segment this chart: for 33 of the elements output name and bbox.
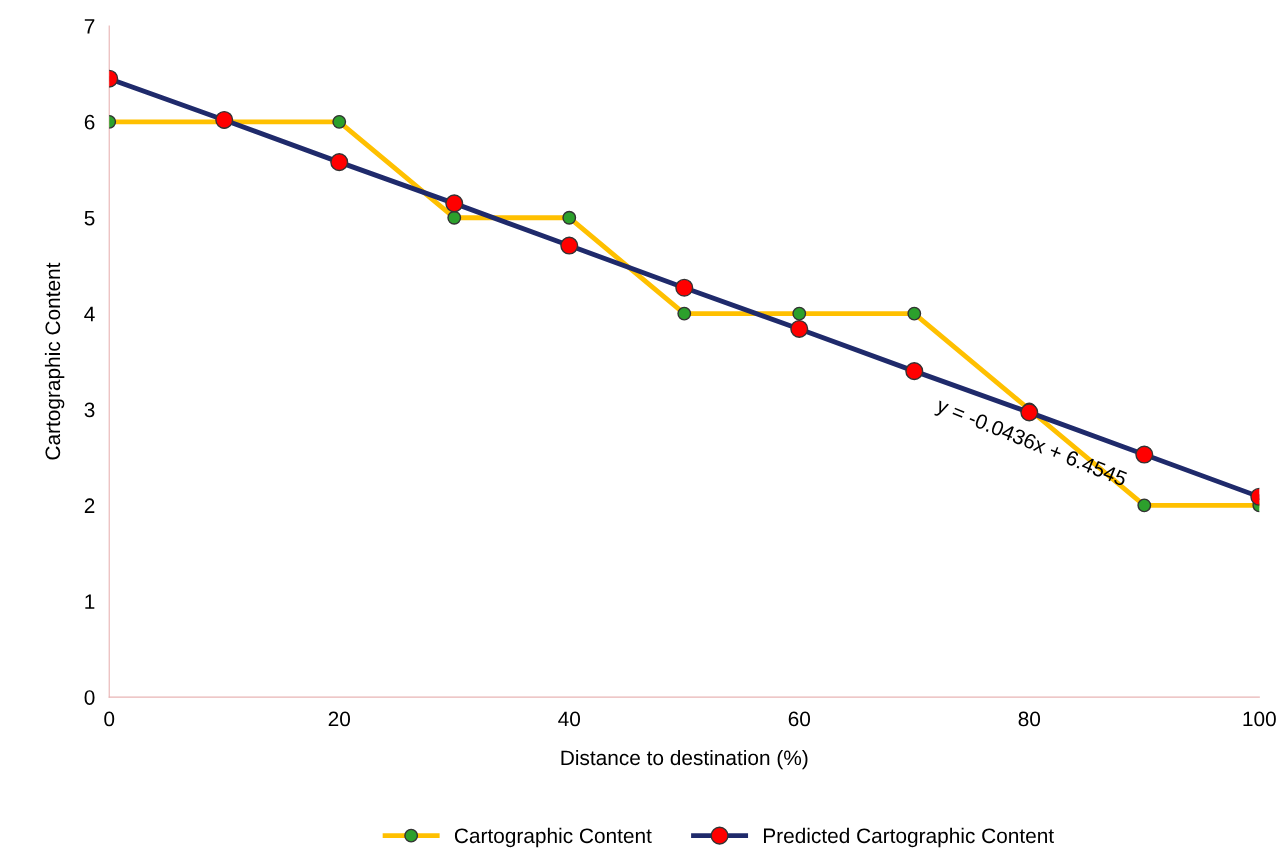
y-tick-label: 7 xyxy=(84,19,95,34)
point xyxy=(445,194,464,213)
y-tick-label: 6 xyxy=(84,114,95,130)
legend-label: Predicted Cartographic Content xyxy=(763,827,1054,848)
point xyxy=(562,210,577,225)
point xyxy=(905,362,924,381)
point xyxy=(675,278,694,297)
x-axis-title: Distance to destination (%) xyxy=(561,749,808,770)
y-tick-label: 3 xyxy=(84,402,95,418)
point xyxy=(330,153,349,172)
y-tick-label: 0 xyxy=(84,690,95,705)
x-tick-label: 100 xyxy=(1243,711,1276,727)
point xyxy=(560,236,579,255)
point xyxy=(792,306,807,321)
point xyxy=(332,114,347,129)
legend-label: Cartographic Content xyxy=(454,827,652,848)
point xyxy=(215,110,234,129)
x-tick-label: 80 xyxy=(1018,711,1041,727)
point xyxy=(790,319,809,338)
x-tick-label: 60 xyxy=(788,711,811,727)
point xyxy=(447,210,462,225)
x-tick-label: 40 xyxy=(558,711,581,727)
y-tick-label: 1 xyxy=(85,594,95,609)
point xyxy=(677,306,692,321)
point xyxy=(1137,498,1152,513)
y-tick-label: 2 xyxy=(84,498,95,513)
y-tick-label: 5 xyxy=(84,210,95,226)
y-tick-label: 4 xyxy=(84,306,95,322)
point xyxy=(907,306,922,321)
y-axis-title: Cartographic Content xyxy=(44,262,65,460)
x-tick-label: 20 xyxy=(328,711,351,727)
x-tick-label: 0 xyxy=(104,711,115,727)
point xyxy=(1135,445,1154,464)
